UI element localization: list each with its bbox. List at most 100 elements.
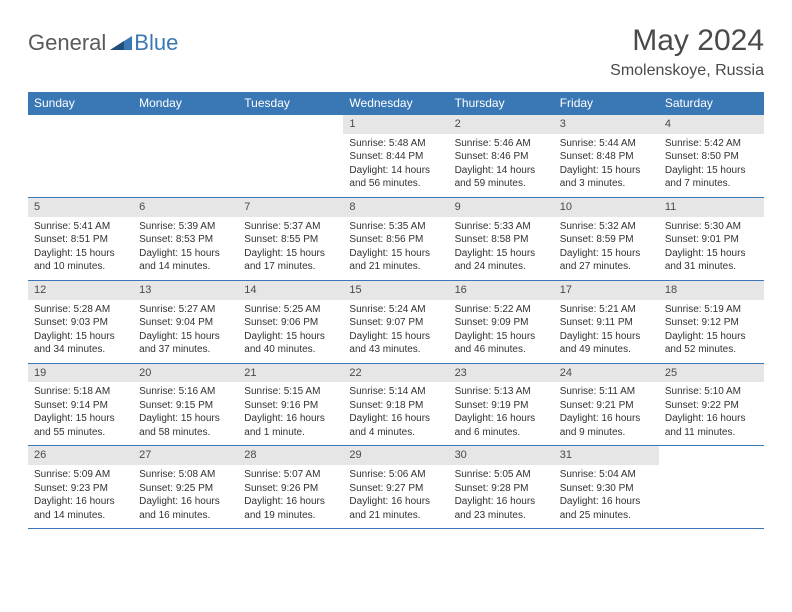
daylight-text: Daylight: 16 hours and 19 minutes. [244, 495, 337, 522]
date-number: 21 [238, 364, 343, 383]
sunset-text: Sunset: 8:48 PM [560, 150, 653, 164]
daylight-text: Daylight: 15 hours and 10 minutes. [34, 247, 127, 274]
daylight-text: Daylight: 15 hours and 27 minutes. [560, 247, 653, 274]
sunrise-text: Sunrise: 5:25 AM [244, 303, 337, 317]
sunset-text: Sunset: 8:56 PM [349, 233, 442, 247]
sunset-text: Sunset: 9:18 PM [349, 399, 442, 413]
day-cell: 17Sunrise: 5:21 AMSunset: 9:11 PMDayligh… [554, 280, 659, 363]
daylight-text: Daylight: 16 hours and 16 minutes. [139, 495, 232, 522]
sunset-text: Sunset: 9:11 PM [560, 316, 653, 330]
day-cell: 8Sunrise: 5:35 AMSunset: 8:56 PMDaylight… [343, 197, 448, 280]
day-body: Sunrise: 5:35 AMSunset: 8:56 PMDaylight:… [343, 217, 448, 280]
day-body: Sunrise: 5:28 AMSunset: 9:03 PMDaylight:… [28, 300, 133, 363]
daylight-text: Daylight: 15 hours and 34 minutes. [34, 330, 127, 357]
sunset-text: Sunset: 8:44 PM [349, 150, 442, 164]
day-body: Sunrise: 5:41 AMSunset: 8:51 PMDaylight:… [28, 217, 133, 280]
daylight-text: Daylight: 16 hours and 21 minutes. [349, 495, 442, 522]
sunrise-text: Sunrise: 5:15 AM [244, 385, 337, 399]
date-number: 22 [343, 364, 448, 383]
daylight-text: Daylight: 16 hours and 1 minute. [244, 412, 337, 439]
weekday-header: Thursday [449, 92, 554, 115]
daylight-text: Daylight: 16 hours and 4 minutes. [349, 412, 442, 439]
daylight-text: Daylight: 15 hours and 40 minutes. [244, 330, 337, 357]
sunset-text: Sunset: 8:58 PM [455, 233, 548, 247]
logo-text-general: General [28, 30, 106, 56]
day-cell: 27Sunrise: 5:08 AMSunset: 9:25 PMDayligh… [133, 446, 238, 529]
daylight-text: Daylight: 16 hours and 6 minutes. [455, 412, 548, 439]
logo: General Blue [28, 30, 178, 56]
sunset-text: Sunset: 9:09 PM [455, 316, 548, 330]
daylight-text: Daylight: 16 hours and 11 minutes. [665, 412, 758, 439]
day-body: Sunrise: 5:14 AMSunset: 9:18 PMDaylight:… [343, 382, 448, 445]
sunset-text: Sunset: 9:26 PM [244, 482, 337, 496]
logo-mark-icon [110, 32, 132, 55]
day-body: Sunrise: 5:32 AMSunset: 8:59 PMDaylight:… [554, 217, 659, 280]
daylight-text: Daylight: 15 hours and 17 minutes. [244, 247, 337, 274]
sunrise-text: Sunrise: 5:46 AM [455, 137, 548, 151]
sunrise-text: Sunrise: 5:06 AM [349, 468, 442, 482]
daylight-text: Daylight: 15 hours and 55 minutes. [34, 412, 127, 439]
logo-text-blue: Blue [134, 30, 178, 56]
day-cell: 18Sunrise: 5:19 AMSunset: 9:12 PMDayligh… [659, 280, 764, 363]
day-body: Sunrise: 5:37 AMSunset: 8:55 PMDaylight:… [238, 217, 343, 280]
sunset-text: Sunset: 9:23 PM [34, 482, 127, 496]
day-body: Sunrise: 5:16 AMSunset: 9:15 PMDaylight:… [133, 382, 238, 445]
day-body: Sunrise: 5:48 AMSunset: 8:44 PMDaylight:… [343, 134, 448, 197]
sunset-text: Sunset: 9:19 PM [455, 399, 548, 413]
date-number: 13 [133, 281, 238, 300]
date-number: 30 [449, 446, 554, 465]
daylight-text: Daylight: 15 hours and 24 minutes. [455, 247, 548, 274]
day-cell: 22Sunrise: 5:14 AMSunset: 9:18 PMDayligh… [343, 363, 448, 446]
day-body: Sunrise: 5:44 AMSunset: 8:48 PMDaylight:… [554, 134, 659, 197]
date-number: 27 [133, 446, 238, 465]
sunrise-text: Sunrise: 5:30 AM [665, 220, 758, 234]
day-cell: 19Sunrise: 5:18 AMSunset: 9:14 PMDayligh… [28, 363, 133, 446]
day-cell: 21Sunrise: 5:15 AMSunset: 9:16 PMDayligh… [238, 363, 343, 446]
day-cell: 31Sunrise: 5:04 AMSunset: 9:30 PMDayligh… [554, 446, 659, 529]
sunset-text: Sunset: 9:03 PM [34, 316, 127, 330]
date-number: 16 [449, 281, 554, 300]
calendar-week-row: 1Sunrise: 5:48 AMSunset: 8:44 PMDaylight… [28, 115, 764, 198]
day-body: Sunrise: 5:10 AMSunset: 9:22 PMDaylight:… [659, 382, 764, 445]
day-cell: 15Sunrise: 5:24 AMSunset: 9:07 PMDayligh… [343, 280, 448, 363]
date-number: 25 [659, 364, 764, 383]
daylight-text: Daylight: 15 hours and 52 minutes. [665, 330, 758, 357]
day-body: Sunrise: 5:27 AMSunset: 9:04 PMDaylight:… [133, 300, 238, 363]
sunset-text: Sunset: 9:01 PM [665, 233, 758, 247]
sunset-text: Sunset: 9:25 PM [139, 482, 232, 496]
day-body: Sunrise: 5:42 AMSunset: 8:50 PMDaylight:… [659, 134, 764, 197]
day-body: Sunrise: 5:08 AMSunset: 9:25 PMDaylight:… [133, 465, 238, 528]
weekday-header: Sunday [28, 92, 133, 115]
day-cell [238, 115, 343, 198]
daylight-text: Daylight: 16 hours and 25 minutes. [560, 495, 653, 522]
date-number: 10 [554, 198, 659, 217]
sunrise-text: Sunrise: 5:19 AM [665, 303, 758, 317]
day-cell: 10Sunrise: 5:32 AMSunset: 8:59 PMDayligh… [554, 197, 659, 280]
sunrise-text: Sunrise: 5:10 AM [665, 385, 758, 399]
date-number: 26 [28, 446, 133, 465]
daylight-text: Daylight: 15 hours and 46 minutes. [455, 330, 548, 357]
sunset-text: Sunset: 9:21 PM [560, 399, 653, 413]
sunrise-text: Sunrise: 5:11 AM [560, 385, 653, 399]
date-number: 7 [238, 198, 343, 217]
location-label: Smolenskoye, Russia [610, 62, 764, 80]
daylight-text: Daylight: 15 hours and 31 minutes. [665, 247, 758, 274]
daylight-text: Daylight: 14 hours and 56 minutes. [349, 164, 442, 191]
day-body: Sunrise: 5:09 AMSunset: 9:23 PMDaylight:… [28, 465, 133, 528]
date-number: 29 [343, 446, 448, 465]
sunrise-text: Sunrise: 5:09 AM [34, 468, 127, 482]
page-header: General Blue May 2024 Smolenskoye, Russi… [28, 24, 764, 80]
day-cell: 3Sunrise: 5:44 AMSunset: 8:48 PMDaylight… [554, 115, 659, 198]
date-number: 9 [449, 198, 554, 217]
calendar-week-row: 5Sunrise: 5:41 AMSunset: 8:51 PMDaylight… [28, 197, 764, 280]
sunset-text: Sunset: 8:51 PM [34, 233, 127, 247]
weekday-header: Tuesday [238, 92, 343, 115]
sunrise-text: Sunrise: 5:04 AM [560, 468, 653, 482]
day-cell: 25Sunrise: 5:10 AMSunset: 9:22 PMDayligh… [659, 363, 764, 446]
date-number: 11 [659, 198, 764, 217]
sunset-text: Sunset: 8:55 PM [244, 233, 337, 247]
date-number: 14 [238, 281, 343, 300]
day-cell: 13Sunrise: 5:27 AMSunset: 9:04 PMDayligh… [133, 280, 238, 363]
sunrise-text: Sunrise: 5:33 AM [455, 220, 548, 234]
sunset-text: Sunset: 9:15 PM [139, 399, 232, 413]
